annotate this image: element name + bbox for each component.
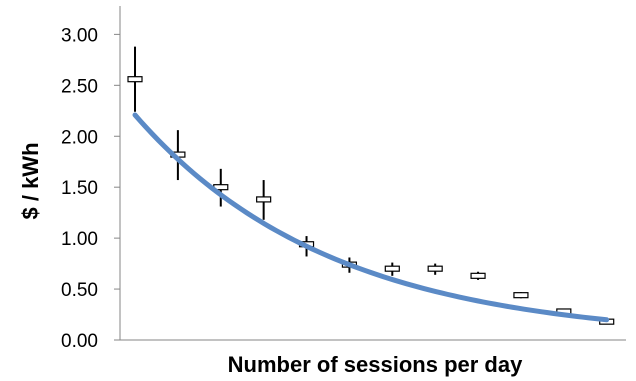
data-points: [127, 76, 615, 325]
y-tick-label: 1.00: [61, 229, 98, 250]
y-tick-label: 0.50: [61, 280, 98, 301]
plot-area: 0.00 0.50 1.00 1.50 2.00 2.50 3.00: [61, 6, 626, 352]
y-tick-label: 2.50: [61, 76, 98, 97]
data-point: [470, 272, 486, 279]
data-point: [513, 292, 529, 299]
y-axis-tick-labels: 0.00 0.50 1.00 1.50 2.00 2.50 3.00: [61, 25, 98, 352]
y-axis-title: $ / kWh: [18, 142, 43, 219]
data-point: [256, 196, 272, 203]
y-axis-ticks: [114, 33, 120, 341]
data-point: [384, 265, 400, 272]
y-tick-label: 3.00: [61, 25, 98, 46]
y-tick-label: 1.50: [61, 178, 98, 199]
y-tick-label: 2.00: [61, 127, 98, 148]
trendline: [132, 112, 610, 323]
data-point: [127, 76, 143, 83]
y-tick-label: 0.00: [61, 331, 98, 352]
x-axis-title: Number of sessions per day: [228, 352, 523, 377]
data-point: [427, 265, 443, 272]
